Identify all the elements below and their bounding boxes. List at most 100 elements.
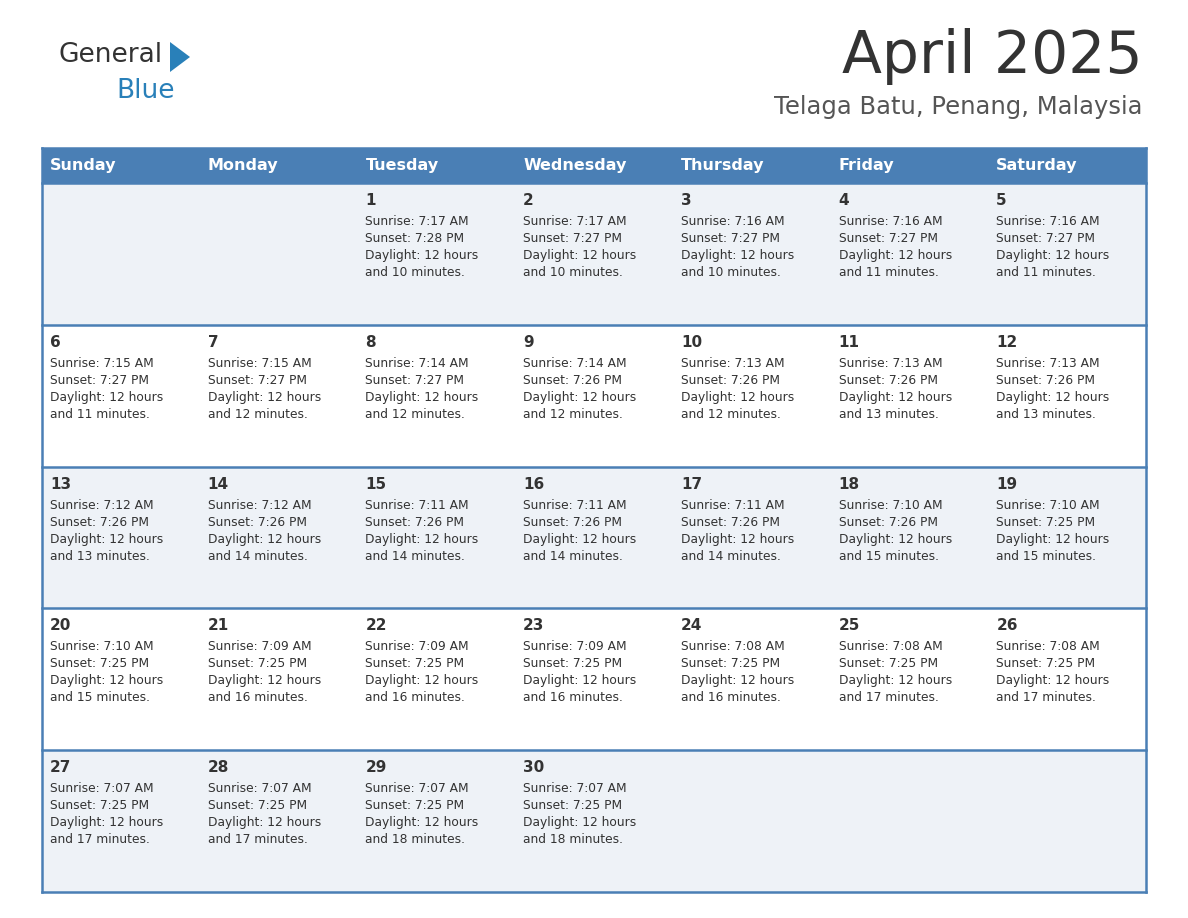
Text: 15: 15 — [366, 476, 386, 492]
Text: Daylight: 12 hours: Daylight: 12 hours — [208, 816, 321, 829]
Bar — [42, 325, 1146, 466]
Text: Daylight: 12 hours: Daylight: 12 hours — [523, 249, 637, 262]
Text: Sunrise: 7:13 AM: Sunrise: 7:13 AM — [839, 357, 942, 370]
Text: Daylight: 12 hours: Daylight: 12 hours — [523, 391, 637, 404]
Text: Thursday: Thursday — [681, 158, 764, 173]
Text: Sunrise: 7:11 AM: Sunrise: 7:11 AM — [366, 498, 469, 511]
Text: 5: 5 — [997, 193, 1007, 208]
Text: Daylight: 12 hours: Daylight: 12 hours — [366, 249, 479, 262]
Text: Sunset: 7:27 PM: Sunset: 7:27 PM — [997, 232, 1095, 245]
Bar — [42, 609, 1146, 750]
Text: Sunset: 7:27 PM: Sunset: 7:27 PM — [208, 374, 307, 386]
Text: and 12 minutes.: and 12 minutes. — [366, 408, 466, 420]
Text: 1: 1 — [366, 193, 375, 208]
Text: Sunrise: 7:16 AM: Sunrise: 7:16 AM — [839, 215, 942, 228]
Text: 22: 22 — [366, 619, 387, 633]
Text: and 17 minutes.: and 17 minutes. — [208, 834, 308, 846]
Text: 26: 26 — [997, 619, 1018, 633]
Text: and 10 minutes.: and 10 minutes. — [681, 266, 781, 279]
Text: and 11 minutes.: and 11 minutes. — [839, 266, 939, 279]
Text: Sunrise: 7:10 AM: Sunrise: 7:10 AM — [997, 498, 1100, 511]
Text: and 17 minutes.: and 17 minutes. — [50, 834, 150, 846]
Text: Sunset: 7:25 PM: Sunset: 7:25 PM — [208, 800, 307, 812]
Text: Sunrise: 7:07 AM: Sunrise: 7:07 AM — [523, 782, 627, 795]
Text: Sunrise: 7:09 AM: Sunrise: 7:09 AM — [208, 641, 311, 654]
Text: Sunrise: 7:15 AM: Sunrise: 7:15 AM — [208, 357, 311, 370]
Text: Daylight: 12 hours: Daylight: 12 hours — [50, 675, 163, 688]
Text: Sunset: 7:25 PM: Sunset: 7:25 PM — [681, 657, 781, 670]
Text: Daylight: 12 hours: Daylight: 12 hours — [681, 391, 794, 404]
Text: Sunrise: 7:11 AM: Sunrise: 7:11 AM — [523, 498, 627, 511]
Text: and 10 minutes.: and 10 minutes. — [523, 266, 623, 279]
Text: Sunrise: 7:07 AM: Sunrise: 7:07 AM — [366, 782, 469, 795]
Text: Sunset: 7:25 PM: Sunset: 7:25 PM — [839, 657, 937, 670]
Text: Sunrise: 7:13 AM: Sunrise: 7:13 AM — [681, 357, 784, 370]
Text: 8: 8 — [366, 335, 377, 350]
Text: Daylight: 12 hours: Daylight: 12 hours — [681, 675, 794, 688]
Text: Sunrise: 7:07 AM: Sunrise: 7:07 AM — [208, 782, 311, 795]
Text: and 17 minutes.: and 17 minutes. — [839, 691, 939, 704]
Text: and 16 minutes.: and 16 minutes. — [208, 691, 308, 704]
Text: 16: 16 — [523, 476, 544, 492]
Text: 21: 21 — [208, 619, 229, 633]
Text: 24: 24 — [681, 619, 702, 633]
Text: and 17 minutes.: and 17 minutes. — [997, 691, 1097, 704]
Polygon shape — [170, 42, 190, 72]
Text: 11: 11 — [839, 335, 860, 350]
Text: Sunrise: 7:11 AM: Sunrise: 7:11 AM — [681, 498, 784, 511]
Text: Daylight: 12 hours: Daylight: 12 hours — [839, 249, 952, 262]
Text: Daylight: 12 hours: Daylight: 12 hours — [50, 532, 163, 545]
Text: Sunset: 7:26 PM: Sunset: 7:26 PM — [839, 374, 937, 386]
Text: Sunrise: 7:15 AM: Sunrise: 7:15 AM — [50, 357, 153, 370]
Text: Daylight: 12 hours: Daylight: 12 hours — [681, 249, 794, 262]
Text: Sunrise: 7:09 AM: Sunrise: 7:09 AM — [523, 641, 627, 654]
Text: Sunset: 7:26 PM: Sunset: 7:26 PM — [997, 374, 1095, 386]
Text: Sunrise: 7:17 AM: Sunrise: 7:17 AM — [523, 215, 627, 228]
Text: Sunset: 7:25 PM: Sunset: 7:25 PM — [50, 657, 150, 670]
Text: Daylight: 12 hours: Daylight: 12 hours — [366, 391, 479, 404]
Text: Sunset: 7:27 PM: Sunset: 7:27 PM — [523, 232, 623, 245]
Text: and 13 minutes.: and 13 minutes. — [50, 550, 150, 563]
Text: General: General — [58, 42, 162, 68]
Text: and 12 minutes.: and 12 minutes. — [208, 408, 308, 420]
Text: Sunset: 7:26 PM: Sunset: 7:26 PM — [208, 516, 307, 529]
Text: 2: 2 — [523, 193, 533, 208]
Text: 27: 27 — [50, 760, 71, 775]
Text: Sunrise: 7:08 AM: Sunrise: 7:08 AM — [839, 641, 942, 654]
Text: Sunset: 7:25 PM: Sunset: 7:25 PM — [366, 657, 465, 670]
Text: 29: 29 — [366, 760, 387, 775]
Text: Daylight: 12 hours: Daylight: 12 hours — [208, 532, 321, 545]
Text: and 14 minutes.: and 14 minutes. — [523, 550, 623, 563]
Text: 6: 6 — [50, 335, 61, 350]
Text: 9: 9 — [523, 335, 533, 350]
Text: Daylight: 12 hours: Daylight: 12 hours — [208, 675, 321, 688]
Text: Daylight: 12 hours: Daylight: 12 hours — [523, 675, 637, 688]
Text: Daylight: 12 hours: Daylight: 12 hours — [366, 816, 479, 829]
Text: Daylight: 12 hours: Daylight: 12 hours — [366, 532, 479, 545]
Text: Sunset: 7:25 PM: Sunset: 7:25 PM — [366, 800, 465, 812]
Text: Sunrise: 7:16 AM: Sunrise: 7:16 AM — [681, 215, 784, 228]
Text: Sunset: 7:25 PM: Sunset: 7:25 PM — [523, 800, 623, 812]
Text: Sunrise: 7:12 AM: Sunrise: 7:12 AM — [50, 498, 153, 511]
Text: Daylight: 12 hours: Daylight: 12 hours — [839, 391, 952, 404]
Text: 3: 3 — [681, 193, 691, 208]
Text: Daylight: 12 hours: Daylight: 12 hours — [523, 532, 637, 545]
Text: 19: 19 — [997, 476, 1017, 492]
Text: 12: 12 — [997, 335, 1018, 350]
Bar — [42, 183, 1146, 325]
Text: Sunset: 7:26 PM: Sunset: 7:26 PM — [523, 516, 623, 529]
Text: Daylight: 12 hours: Daylight: 12 hours — [523, 816, 637, 829]
Text: Sunset: 7:25 PM: Sunset: 7:25 PM — [997, 516, 1095, 529]
Text: Sunset: 7:25 PM: Sunset: 7:25 PM — [523, 657, 623, 670]
Text: Sunset: 7:26 PM: Sunset: 7:26 PM — [366, 516, 465, 529]
Text: Blue: Blue — [116, 78, 175, 104]
Text: Sunset: 7:27 PM: Sunset: 7:27 PM — [681, 232, 779, 245]
Text: Daylight: 12 hours: Daylight: 12 hours — [366, 675, 479, 688]
Text: Sunrise: 7:08 AM: Sunrise: 7:08 AM — [681, 641, 784, 654]
Text: Sunset: 7:26 PM: Sunset: 7:26 PM — [50, 516, 148, 529]
Text: and 13 minutes.: and 13 minutes. — [839, 408, 939, 420]
Text: 17: 17 — [681, 476, 702, 492]
Text: Daylight: 12 hours: Daylight: 12 hours — [50, 816, 163, 829]
Text: Sunset: 7:25 PM: Sunset: 7:25 PM — [997, 657, 1095, 670]
Text: 23: 23 — [523, 619, 544, 633]
